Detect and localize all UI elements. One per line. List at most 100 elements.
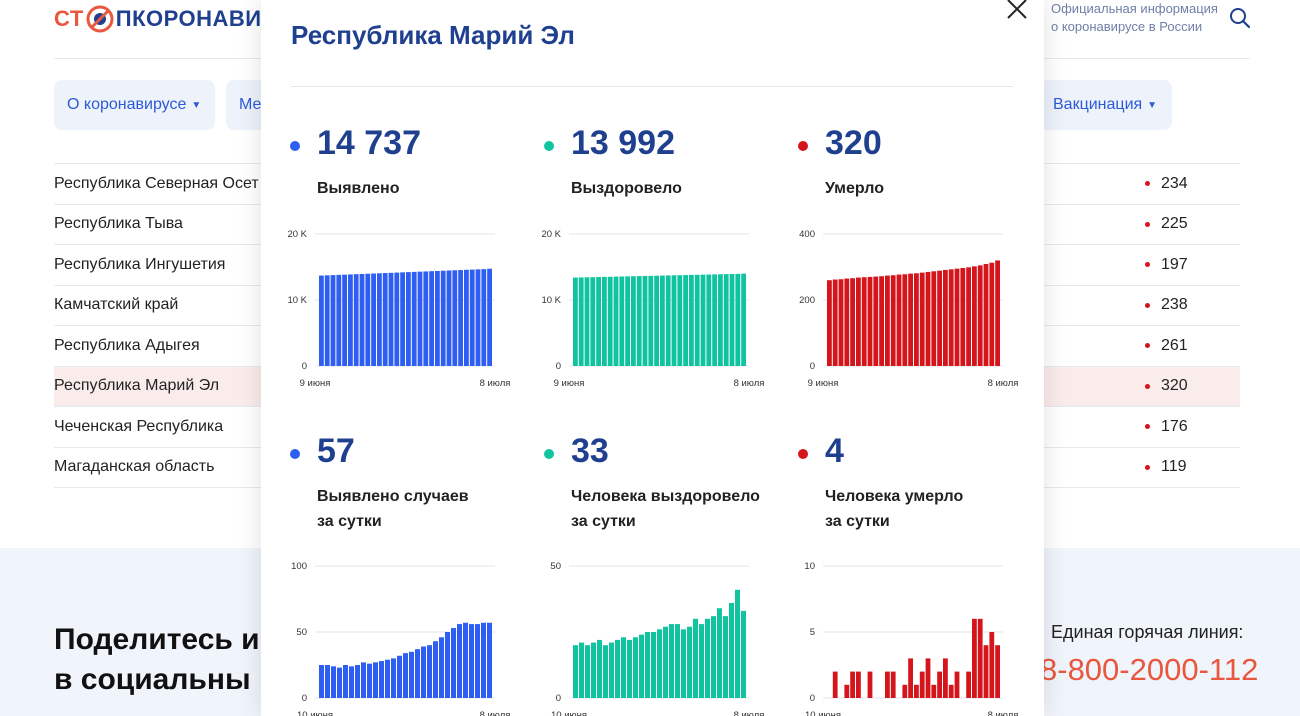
stat-label-line1: Выявлено случаев <box>317 488 469 505</box>
bar <box>319 665 324 698</box>
chart-detected-total: 0 10 K 20 K 9 июня 8 июля <box>287 229 510 389</box>
bar <box>585 645 590 698</box>
nav-about[interactable]: О коронавирусе ▼ <box>54 80 215 130</box>
bar <box>671 275 677 366</box>
bar <box>487 268 492 366</box>
region-name: Камчатский край <box>54 296 179 314</box>
bar <box>873 276 879 366</box>
y-tick-label: 400 <box>799 229 815 240</box>
bar <box>657 629 662 698</box>
bar <box>966 267 971 366</box>
bar <box>645 632 650 698</box>
share-title-line1: Поделитесь и <box>54 623 260 656</box>
close-icon[interactable] <box>1004 0 1030 22</box>
bar <box>348 274 353 366</box>
dot-icon <box>290 141 300 151</box>
hotline-number[interactable]: 8-800-2000-112 <box>1040 652 1259 687</box>
chart-recovered-total: 0 10 K 20 K 9 июня 8 июля <box>541 229 764 389</box>
bar <box>931 271 937 366</box>
search-icon[interactable] <box>1228 6 1252 30</box>
bar <box>896 274 902 366</box>
bar <box>619 276 625 366</box>
bar <box>475 624 480 698</box>
stat-label: Умерло <box>825 176 884 201</box>
region-value-text: 176 <box>1161 417 1188 435</box>
region-name: Республика Марий Эл <box>54 377 220 395</box>
bar <box>578 277 584 366</box>
modal-divider <box>291 86 1013 87</box>
region-name: Республика Тыва <box>54 215 183 233</box>
x-tick-label-end: 8 июля <box>480 710 511 716</box>
bar <box>636 276 642 366</box>
bar <box>355 665 360 698</box>
bar <box>342 274 347 366</box>
y-tick-label: 0 <box>810 361 815 372</box>
bar <box>639 634 644 698</box>
bar <box>487 622 492 698</box>
bar <box>633 637 638 698</box>
bar <box>729 602 734 698</box>
bar <box>879 276 884 366</box>
bar <box>367 663 372 698</box>
bar <box>856 671 861 698</box>
bar <box>627 639 632 698</box>
bar <box>361 662 366 698</box>
bar <box>995 260 1000 366</box>
stat-label-line1: Человека выздоровело <box>571 488 760 505</box>
official-info-line2: о коронавирусе в России <box>1051 19 1203 34</box>
official-info-line1: Официальная информация <box>1051 1 1218 16</box>
bar <box>919 272 925 366</box>
region-name: Республика Ингушетия <box>54 255 226 273</box>
bar <box>983 645 989 698</box>
bar <box>458 270 463 366</box>
bar <box>625 276 630 366</box>
bar <box>435 270 440 366</box>
dot-icon <box>544 449 554 459</box>
bar <box>331 666 336 698</box>
bar <box>382 273 388 366</box>
region-value-text: 261 <box>1161 336 1188 354</box>
bar <box>908 273 913 366</box>
bar <box>663 626 668 698</box>
bar <box>415 649 420 698</box>
bar <box>699 624 704 698</box>
hotline-label: Единая горячая линия: <box>1051 622 1244 642</box>
stat-label: Человека умерло за сутки <box>825 484 963 534</box>
bar <box>651 632 656 698</box>
bar <box>735 589 740 698</box>
y-tick-label: 10 K <box>541 295 561 306</box>
bar <box>735 273 741 366</box>
x-tick-label-start: 10 июня <box>805 710 841 716</box>
y-tick-label: 0 <box>556 361 561 372</box>
region-value-text: 238 <box>1161 296 1188 314</box>
dot-icon <box>1145 221 1150 227</box>
bar <box>723 274 729 366</box>
bar <box>902 684 908 698</box>
bar <box>394 272 400 366</box>
bar <box>741 273 746 366</box>
bar <box>336 274 342 366</box>
bar <box>439 637 444 698</box>
bar <box>856 277 861 366</box>
bar <box>966 671 971 698</box>
nav-vaccination[interactable]: Вакцинация ▼ <box>1040 80 1172 130</box>
bar <box>989 632 995 698</box>
dot-icon <box>1145 343 1150 349</box>
y-tick-label: 0 <box>302 693 307 704</box>
region-name: Республика Адыгея <box>54 336 200 354</box>
x-tick-label-start: 9 июня <box>300 378 331 389</box>
region-value: 320 <box>1145 377 1188 395</box>
chevron-down-icon: ▼ <box>191 99 202 111</box>
bar <box>995 645 1000 698</box>
modal-title: Республика Марий Эл <box>291 20 575 50</box>
site-logo[interactable]: СТ ПКОРОНАВИ <box>54 3 262 35</box>
dot-icon <box>290 449 300 459</box>
bar <box>591 642 596 698</box>
stat-label-line2: за сутки <box>571 513 636 530</box>
x-tick-label-start: 10 июня <box>297 710 333 716</box>
region-value-text: 234 <box>1161 174 1188 192</box>
bar <box>700 274 706 366</box>
bar <box>464 269 469 366</box>
y-tick-label: 10 <box>804 561 815 572</box>
bar <box>433 641 438 698</box>
